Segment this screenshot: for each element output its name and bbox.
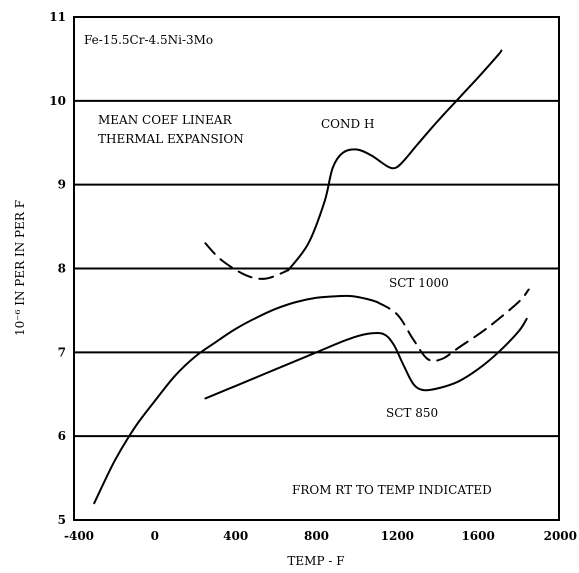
x-tick-label: 0 (151, 529, 159, 543)
y-tick-label: 9 (58, 178, 66, 192)
y-tick-label: 10 (49, 94, 66, 108)
y-tick-label: 7 (58, 345, 66, 359)
x-tick-label: 800 (304, 529, 329, 543)
x-tick-label: 1200 (381, 529, 414, 543)
y-tick-label: 11 (49, 10, 66, 24)
series-line-sct-1000-solid (93, 294, 379, 505)
x-tick-label: -400 (64, 529, 94, 543)
x-tick-label: 2000 (544, 529, 577, 543)
x-tick-label: 400 (223, 529, 248, 543)
series-line-sct-850-solid (204, 317, 528, 400)
series-line-sct-1000-dashed (376, 288, 530, 362)
series-line-cond-h-dashed (204, 242, 290, 280)
annotation-alloy: Fe-15.5Cr-4.5Ni-3Mo (84, 33, 213, 47)
grid (74, 99, 559, 438)
annotation-range: FROM RT TO TEMP INDICATED (292, 483, 492, 497)
series-lines (93, 49, 530, 505)
y-tick-label: 8 (58, 262, 66, 276)
series-label-cond-h: COND H (321, 117, 374, 131)
tick-labels: 5 6 7 8 9 10 11 -400 0 400 800 1200 1600 2000 (49, 10, 577, 543)
annotation-coef-line1: MEAN COEF LINEAR (98, 113, 233, 127)
annotation-coef-line2: THERMAL EXPANSION (98, 132, 244, 146)
x-tick-label: 1600 (461, 529, 494, 543)
x-axis-label: TEMP - F (287, 554, 344, 568)
series-label-sct-850: SCT 850 (386, 406, 438, 420)
y-axis-label: 10⁻⁶ IN PER IN PER F (13, 200, 27, 336)
series-line-cond-h-solid (287, 49, 503, 272)
y-tick-label: 5 (58, 513, 66, 527)
y-tick-label: 6 (58, 429, 66, 443)
series-label-sct-1000: SCT 1000 (389, 276, 449, 290)
